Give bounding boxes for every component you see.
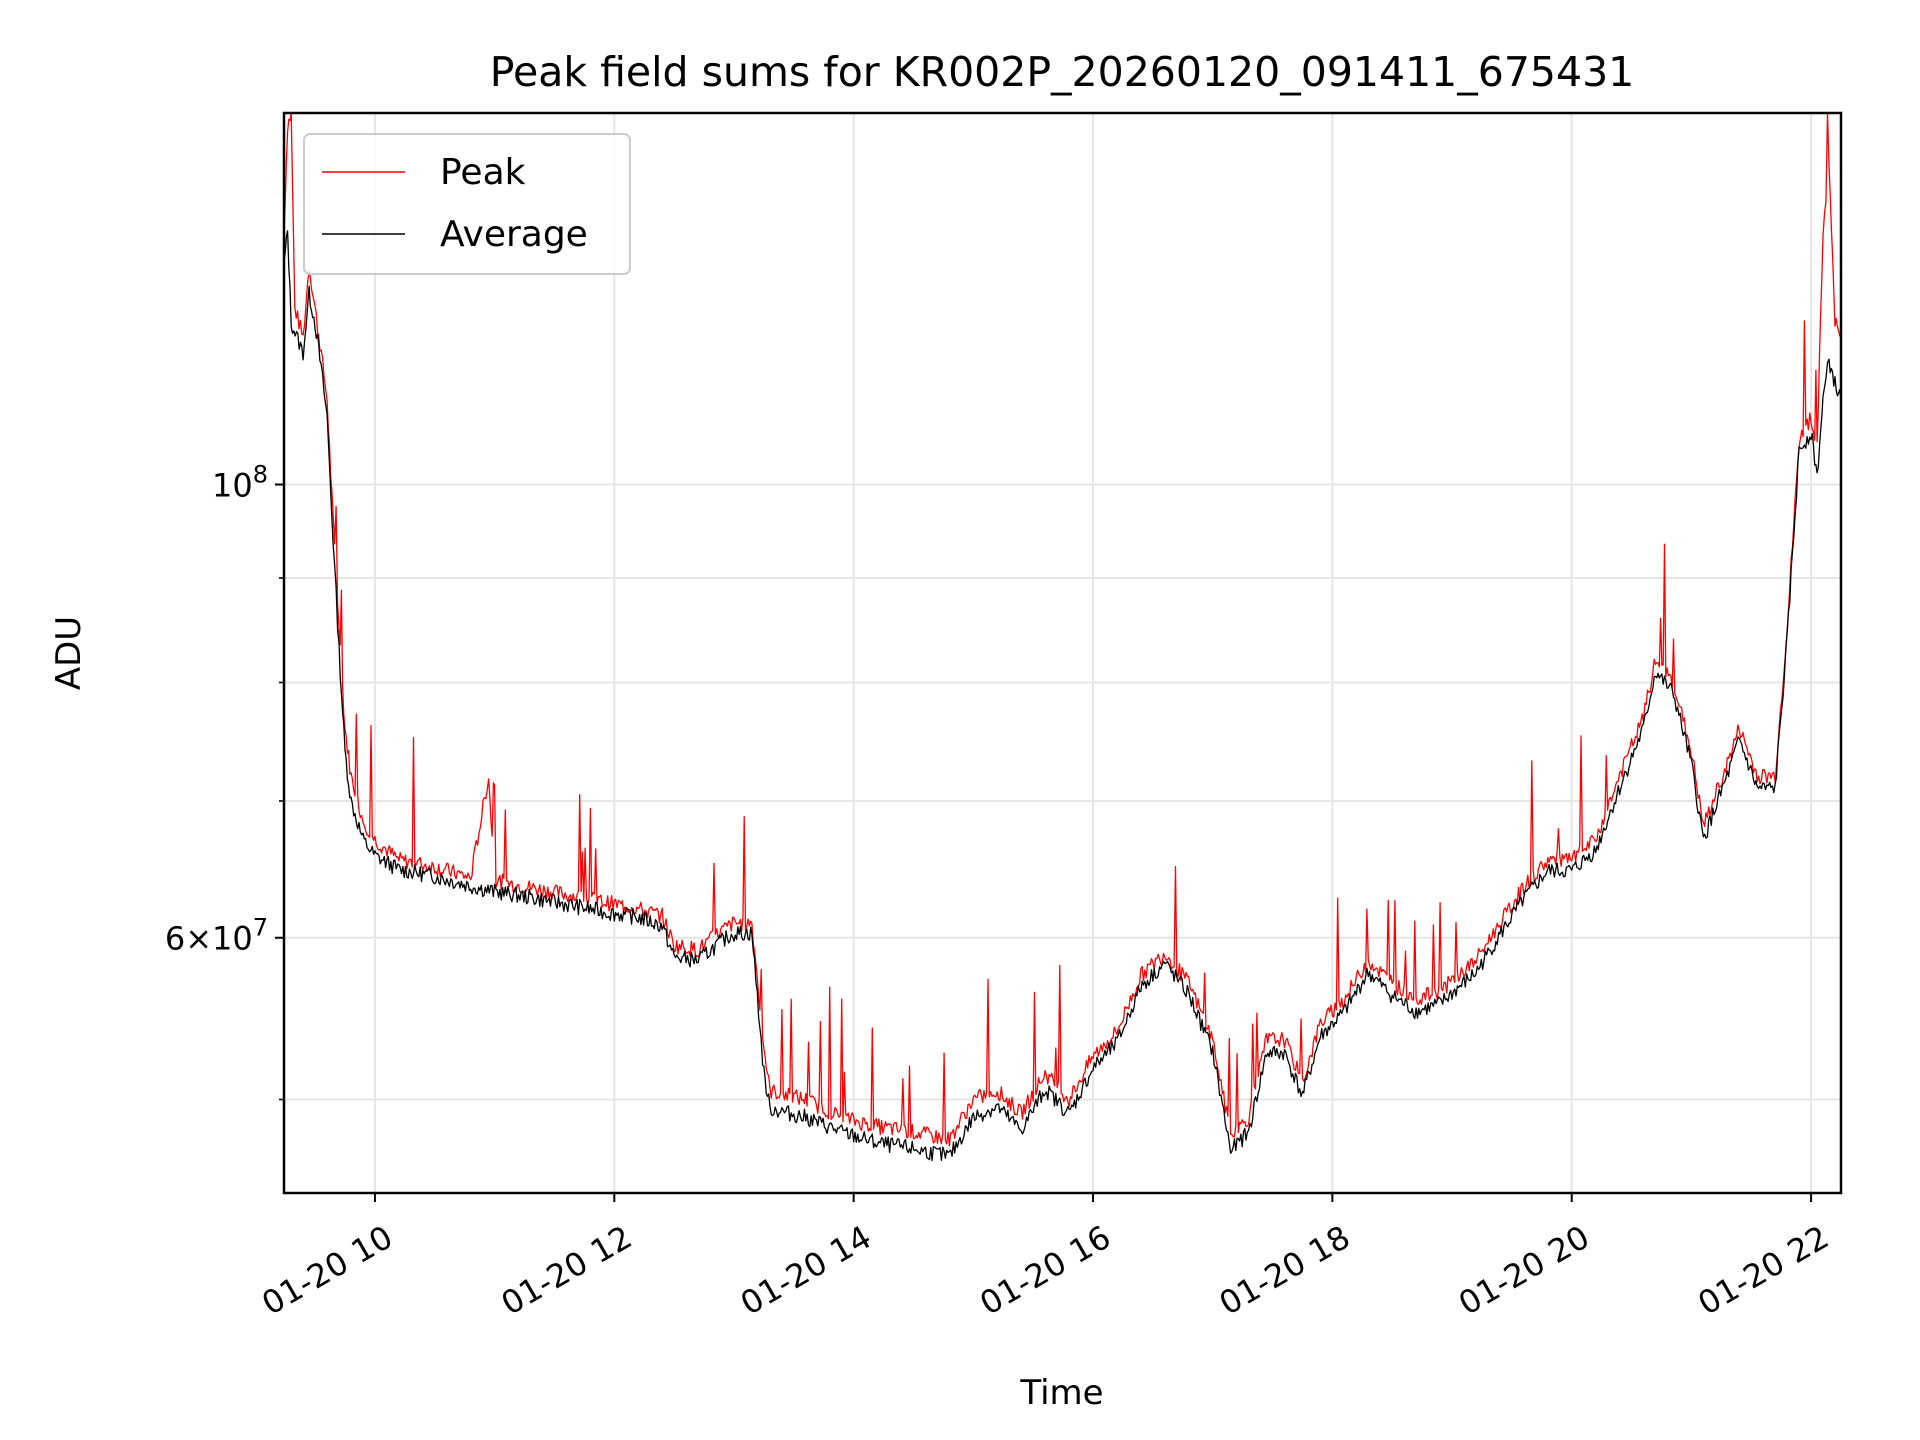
chart-title: Peak field sums for KR002P_20260120_0914… bbox=[490, 48, 1635, 96]
y-tick-label-layer: 6×107 108 bbox=[165, 461, 268, 958]
series-layer bbox=[283, 112, 1842, 1162]
legend: Peak Average bbox=[303, 133, 631, 275]
plot-frame bbox=[282, 111, 1843, 1195]
legend-box bbox=[303, 133, 631, 275]
peak-series-line bbox=[283, 112, 1842, 1147]
x-axis-label: Time bbox=[1019, 1373, 1103, 1413]
grid-layer bbox=[284, 113, 1841, 1193]
legend-peak-label: Peak bbox=[440, 152, 526, 193]
y-axis-label: ADU bbox=[49, 616, 89, 690]
average-series-line bbox=[283, 230, 1842, 1162]
legend-average-label: Average bbox=[440, 214, 588, 255]
y-tick-label: 6×107 bbox=[165, 914, 268, 958]
y-tick-label: 108 bbox=[212, 461, 268, 505]
